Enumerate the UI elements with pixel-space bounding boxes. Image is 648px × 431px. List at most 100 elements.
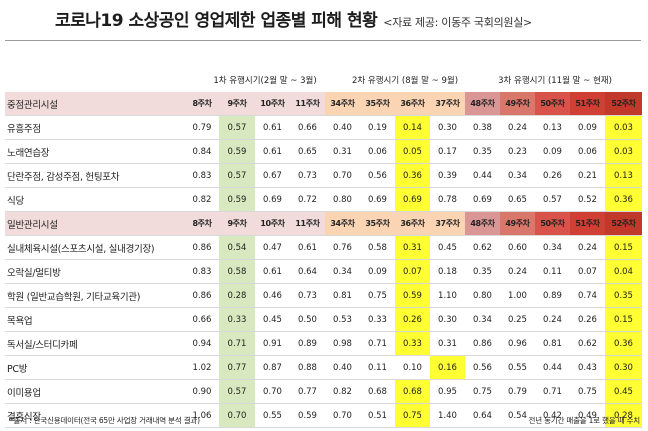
- value-cell: 0.78: [430, 187, 465, 212]
- value-cell: 0.67: [255, 163, 290, 188]
- table-row: 노래연습장 0.84 0.59 0.61 0.65 0.31 0.06 0.05 0.17 0.3…: [5, 139, 642, 164]
- value-cell: 0.83: [185, 163, 219, 188]
- value-cell: 0.09: [535, 139, 570, 164]
- value-cell: 0.59: [219, 187, 255, 212]
- value-cell: 0.23: [500, 139, 535, 164]
- wave-label-1: 1차 유행시기(2월 말 ~ 3월): [213, 76, 317, 86]
- page-title: 코로나19 소상공인 영업제한 업종별 피해 현황: [55, 11, 378, 31]
- table-row: 결혼식장 1.06 0.70 0.55 0.59 0.70 0.51 0.75 1.40 0.64…: [5, 403, 642, 428]
- value-cell: 0.11: [360, 355, 395, 380]
- value-cell: 0.56: [465, 355, 500, 380]
- value-cell: 0.10: [395, 355, 430, 380]
- value-cell: 0.58: [360, 235, 395, 260]
- value-cell: 0.38: [465, 115, 500, 140]
- week-header: 10주차: [255, 92, 290, 116]
- value-cell: 0.35: [465, 259, 500, 284]
- value-cell: 0.03: [605, 139, 642, 164]
- value-cell: 0.14: [395, 115, 430, 140]
- value-cell: 0.59: [290, 403, 325, 428]
- table-row: PC방 1.02 0.77 0.87 0.88 0.40 0.11 0.10 0.16 0.56 0…: [5, 355, 642, 380]
- table-row: 실내체육시설(스포츠시설, 실내경기장) 0.86 0.54 0.47 0.61 0.76…: [5, 235, 642, 260]
- value-cell: 0.89: [535, 283, 570, 308]
- value-cell: 0.70: [219, 403, 255, 428]
- value-cell: 0.95: [430, 379, 465, 404]
- value-cell: 0.91: [255, 331, 290, 356]
- value-cell: 0.25: [500, 307, 535, 332]
- value-cell: 0.61: [290, 235, 325, 260]
- value-cell: 0.89: [290, 331, 325, 356]
- value-cell: 0.83: [185, 259, 219, 284]
- value-cell: 0.42: [535, 403, 570, 428]
- value-cell: 0.45: [605, 379, 642, 404]
- value-cell: 0.74: [570, 283, 605, 308]
- week-header: 35주차: [360, 211, 395, 236]
- value-cell: 0.61: [255, 259, 290, 284]
- value-cell: 0.81: [535, 331, 570, 356]
- value-cell: 0.11: [535, 259, 570, 284]
- week-header: 37주차: [430, 92, 465, 116]
- value-cell: 1.00: [500, 283, 535, 308]
- value-cell: 0.31: [430, 331, 465, 356]
- value-cell: 0.15: [605, 235, 642, 260]
- value-cell: 0.69: [395, 187, 430, 212]
- value-cell: 0.07: [395, 259, 430, 284]
- value-cell: 0.66: [290, 115, 325, 140]
- footnote-source: *출처 : 한국신용데이터(전국 65만 사업장 거래내역 분석 결과): [10, 416, 200, 425]
- week-header: 35주차: [360, 92, 395, 116]
- value-cell: 0.81: [325, 283, 360, 308]
- value-cell: 0.54: [500, 403, 535, 428]
- value-cell: 0.73: [290, 163, 325, 188]
- title-block: 코로나19 소상공인 영업제한 업종별 피해 현황 <자료 제공: 이동주 국회…: [55, 6, 532, 31]
- week-header: 11주차: [290, 92, 325, 116]
- value-cell: 1.40: [430, 403, 465, 428]
- value-cell: 0.64: [465, 403, 500, 428]
- value-cell: 0.68: [360, 379, 395, 404]
- value-cell: 0.49: [570, 403, 605, 428]
- week-header: 9주차: [219, 92, 255, 116]
- value-cell: 0.09: [570, 115, 605, 140]
- value-cell: 0.70: [255, 379, 290, 404]
- value-cell: 0.06: [360, 139, 395, 164]
- value-cell: 0.24: [500, 115, 535, 140]
- week-header: 49주차: [500, 92, 535, 116]
- value-cell: 0.52: [570, 187, 605, 212]
- value-cell: 0.86: [185, 235, 219, 260]
- wave-header-row: 1차 유행시기(2월 말 ~ 3월) 2차 유행시기 (8월 말 ~ 9월) 3…: [0, 74, 648, 88]
- value-cell: 0.57: [219, 115, 255, 140]
- value-cell: 0.62: [465, 235, 500, 260]
- value-cell: 0.34: [500, 163, 535, 188]
- damage-table: 중점관리시설 8주차 9주차 10주차 11주차 34주차 35주차 36주차 37주차 48주차…: [5, 92, 642, 428]
- value-cell: 0.57: [219, 163, 255, 188]
- value-cell: 0.94: [185, 331, 219, 356]
- value-cell: 0.36: [605, 331, 642, 356]
- value-cell: 0.18: [430, 259, 465, 284]
- value-cell: 0.30: [430, 115, 465, 140]
- row-label: 독서실/스터디카페: [5, 331, 185, 356]
- value-cell: 0.75: [465, 379, 500, 404]
- value-cell: 0.71: [535, 379, 570, 404]
- value-cell: 0.09: [360, 259, 395, 284]
- value-cell: 0.56: [360, 163, 395, 188]
- row-label: 학원 (일반교습학원, 기타교육기관): [5, 283, 185, 308]
- value-cell: 0.73: [290, 283, 325, 308]
- group-header-row: 중점관리시설 8주차 9주차 10주차 11주차 34주차 35주차 36주차 37주차 48주차…: [5, 92, 642, 116]
- row-label: PC방: [5, 355, 185, 380]
- value-cell: 0.30: [605, 355, 642, 380]
- group-header-row: 일반관리시설 8주차 9주차 10주차 11주차 34주차 35주차 36주차 37주차 48주차…: [5, 211, 642, 236]
- value-cell: 0.04: [605, 259, 642, 284]
- value-cell: 0.13: [535, 115, 570, 140]
- value-cell: 0.65: [500, 187, 535, 212]
- value-cell: 1.10: [430, 283, 465, 308]
- value-cell: 0.17: [430, 139, 465, 164]
- week-header: 10주차: [255, 211, 290, 236]
- week-header: 51주차: [570, 92, 605, 116]
- value-cell: 0.62: [570, 331, 605, 356]
- value-cell: 0.40: [325, 115, 360, 140]
- value-cell: 0.03: [605, 115, 642, 140]
- value-cell: 0.31: [395, 235, 430, 260]
- week-header: 52주차: [605, 211, 642, 236]
- value-cell: 0.86: [465, 331, 500, 356]
- group-name: 중점관리시설: [5, 92, 185, 116]
- week-header: 50주차: [535, 211, 570, 236]
- value-cell: 0.70: [325, 403, 360, 428]
